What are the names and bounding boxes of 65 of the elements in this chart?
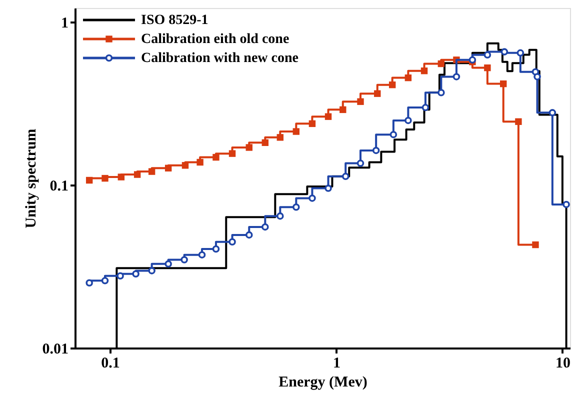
point xyxy=(148,267,156,274)
point xyxy=(212,154,220,161)
point xyxy=(324,184,332,192)
point xyxy=(484,64,491,72)
point xyxy=(86,176,93,184)
legend-label: ISO 8529-1 xyxy=(141,13,208,28)
point xyxy=(198,251,206,258)
y-tick-label: 1 xyxy=(61,16,68,32)
point xyxy=(404,116,412,124)
y-axis-title: Unity spectrum xyxy=(23,128,40,228)
x-tick-label: 1 xyxy=(332,356,340,372)
point xyxy=(308,194,316,202)
point xyxy=(134,171,141,178)
point xyxy=(404,74,412,82)
point xyxy=(292,203,300,211)
point xyxy=(148,168,156,175)
point xyxy=(357,98,364,105)
point xyxy=(116,272,124,280)
point xyxy=(342,172,350,180)
point xyxy=(438,89,445,96)
point xyxy=(422,104,430,112)
y-tick-label: 0.01 xyxy=(42,342,68,358)
point xyxy=(196,158,204,166)
point xyxy=(308,120,316,128)
point xyxy=(356,160,364,167)
x-tick-label: 10 xyxy=(555,356,570,372)
point xyxy=(180,256,188,264)
point xyxy=(452,73,460,80)
point xyxy=(390,130,398,138)
point xyxy=(372,146,380,154)
point xyxy=(500,80,507,88)
point xyxy=(246,144,252,151)
point xyxy=(132,270,140,278)
point xyxy=(388,81,396,88)
point xyxy=(532,241,539,248)
point xyxy=(340,106,346,114)
x-tick-label: 0.1 xyxy=(101,356,120,372)
point xyxy=(438,60,445,68)
point xyxy=(101,277,109,284)
point xyxy=(262,139,269,146)
point xyxy=(324,113,332,120)
point xyxy=(500,48,508,56)
point xyxy=(212,245,220,253)
x-axis-title: Energy (Mev) xyxy=(278,374,368,390)
point xyxy=(276,134,284,141)
point xyxy=(118,174,125,180)
point xyxy=(164,260,172,268)
point xyxy=(86,279,93,286)
point xyxy=(228,150,236,157)
point xyxy=(468,56,476,64)
point xyxy=(164,164,172,172)
legend-label: Calibration eith old cone xyxy=(141,32,290,47)
point xyxy=(516,49,524,57)
point xyxy=(292,128,300,135)
point xyxy=(262,223,269,231)
y-tick-label: 0.1 xyxy=(50,178,68,195)
legend-label: Calibration with new cone xyxy=(141,51,298,66)
point xyxy=(245,231,253,239)
point xyxy=(182,162,189,169)
point xyxy=(484,51,492,59)
point xyxy=(420,67,428,74)
point xyxy=(276,212,284,220)
point xyxy=(374,90,381,97)
point xyxy=(102,174,108,182)
point xyxy=(228,238,236,246)
